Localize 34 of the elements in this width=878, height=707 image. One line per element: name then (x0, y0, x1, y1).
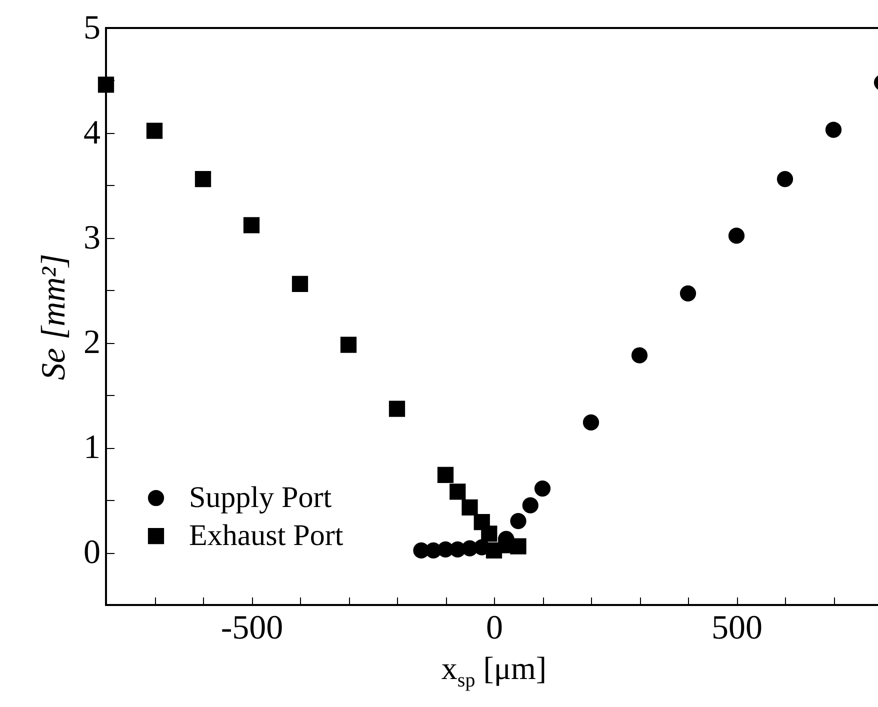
x-tick-label: -500 (220, 610, 284, 646)
legend-label: Exhaust Port (189, 519, 344, 552)
point (825, 122, 842, 138)
point (582, 414, 600, 431)
y-tick-label: 0 (84, 534, 100, 572)
y-tick-label: 4 (84, 114, 100, 152)
point (474, 514, 490, 530)
point (462, 499, 478, 516)
point (292, 276, 308, 292)
point (340, 336, 357, 353)
point (631, 347, 648, 364)
point (728, 228, 745, 244)
point (98, 76, 114, 93)
y-tick-label: 5 (84, 10, 100, 46)
x-axis-title: x$_{sp}$ [μm] (440, 650, 548, 692)
y-tick-label: 3 (84, 219, 100, 256)
legend-label: Supply Port (189, 481, 332, 514)
point (522, 497, 538, 514)
point (243, 217, 260, 234)
point (146, 122, 163, 139)
point (388, 400, 406, 417)
point (776, 171, 794, 188)
point (534, 480, 551, 497)
y-tick-label: 2 (84, 324, 100, 362)
x-tick-label: 0 (486, 610, 503, 646)
point (680, 285, 696, 302)
point (194, 171, 212, 188)
y-axis-title: Se [mm²] (36, 254, 72, 380)
x-tick-label: 500 (712, 610, 762, 646)
point (510, 513, 526, 530)
point (413, 542, 430, 558)
y-tick-label: 1 (84, 429, 100, 466)
point (437, 466, 454, 483)
point (450, 484, 466, 500)
